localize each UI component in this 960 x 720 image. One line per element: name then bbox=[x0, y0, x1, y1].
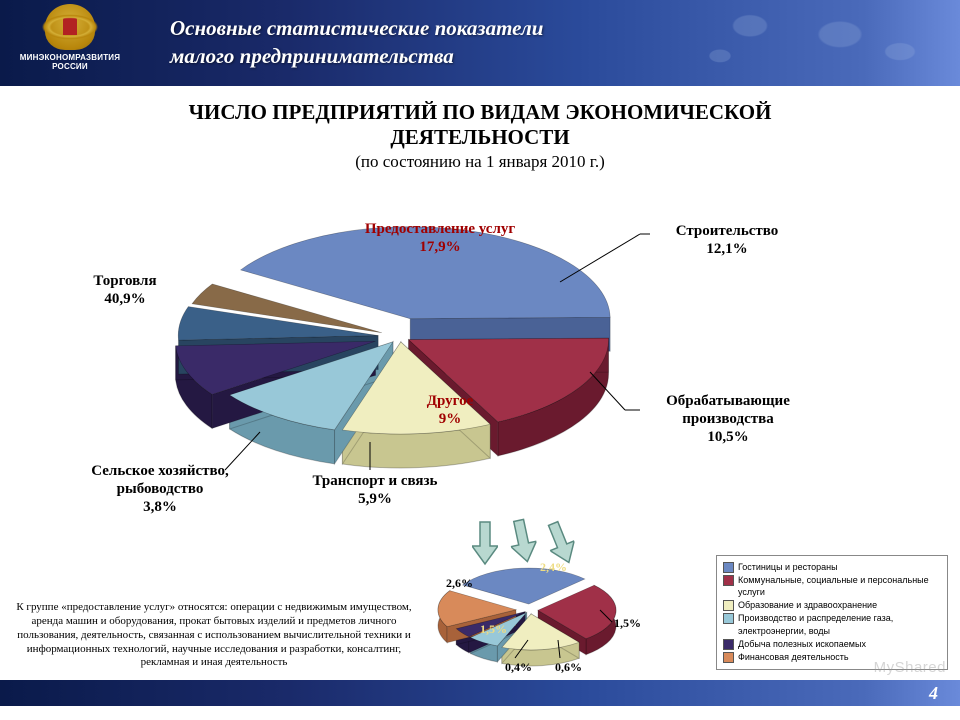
legend-swatch bbox=[723, 652, 734, 663]
page-number: 4 bbox=[929, 683, 938, 704]
ministry-label: МИНЭКОНОМРАЗВИТИЯ РОССИИ bbox=[20, 54, 120, 72]
label-trade: Торговля40,9% bbox=[60, 272, 190, 308]
slabel-hotels: 2,6% bbox=[446, 576, 473, 591]
emblem-container: МИНЭКОНОМРАЗВИТИЯ РОССИИ bbox=[0, 0, 140, 90]
chart-title: ЧИСЛО ПРЕДПРИЯТИЙ ПО ВИДАМ ЭКОНОМИЧЕСКОЙ… bbox=[0, 100, 960, 150]
legend-label: Добыча полезных ископаемых bbox=[738, 638, 866, 650]
label-other: Другое9% bbox=[410, 392, 490, 428]
header-worldmap-decoration bbox=[660, 0, 960, 86]
legend-swatch bbox=[723, 639, 734, 650]
label-manufacturing: Обрабатывающие производства10,5% bbox=[628, 392, 828, 446]
legend-row: Гостиницы и рестораны bbox=[723, 561, 941, 573]
legend-swatch bbox=[723, 613, 734, 624]
slabel-mining: 0,4% bbox=[505, 660, 532, 675]
watermark: MyShared bbox=[874, 659, 946, 676]
slabel-communal: 2,4% bbox=[540, 560, 567, 575]
legend-row: Образование и здравоохранение bbox=[723, 599, 941, 611]
label-agriculture: Сельское хозяйство, рыбоводство3,8% bbox=[65, 462, 255, 516]
legend-label: Производство и распределение газа, элект… bbox=[738, 612, 941, 636]
main-pie-chart: Торговля40,9% Предоставление услуг 17,9%… bbox=[0, 172, 960, 522]
chart-subtitle: (по состоянию на 1 января 2010 г.) bbox=[0, 152, 960, 172]
legend-row: Производство и распределение газа, элект… bbox=[723, 612, 941, 636]
legend-swatch bbox=[723, 575, 734, 586]
legend-label: Гостиницы и рестораны bbox=[738, 561, 838, 573]
legend-row: Добыча полезных ископаемых bbox=[723, 638, 941, 650]
russia-coat-of-arms-icon bbox=[45, 4, 95, 50]
label-transport: Транспорт и связь5,9% bbox=[290, 472, 460, 508]
legend-swatch bbox=[723, 600, 734, 611]
footer-bar: 4 bbox=[0, 680, 960, 706]
slide-header: МИНЭКОНОМРАЗВИТИЯ РОССИИ Основные статис… bbox=[0, 0, 960, 86]
slide-content: ЧИСЛО ПРЕДПРИЯТИЙ ПО ВИДАМ ЭКОНОМИЧЕСКОЙ… bbox=[0, 100, 960, 706]
legend-label: Коммунальные, социальные и персональные … bbox=[738, 574, 941, 598]
footnote-text: К группе «предоставление услуг» относятс… bbox=[14, 601, 414, 670]
legend-label: Образование и здравоохранение bbox=[738, 599, 877, 611]
slabel-education: 1,5% bbox=[614, 616, 641, 631]
slide-title: Основные статистические показатели малог… bbox=[170, 14, 543, 71]
slabel-finance: 1,5% bbox=[480, 622, 507, 637]
legend: Гостиницы и рестораныКоммунальные, социа… bbox=[716, 555, 948, 670]
slabel-energy: 0,6% bbox=[555, 660, 582, 675]
label-services: Предоставление услуг 17,9% bbox=[345, 220, 535, 256]
legend-row: Коммунальные, социальные и персональные … bbox=[723, 574, 941, 598]
legend-label: Финансовая деятельность bbox=[738, 651, 849, 663]
label-construction: Строительство12,1% bbox=[652, 222, 802, 258]
legend-swatch bbox=[723, 562, 734, 573]
